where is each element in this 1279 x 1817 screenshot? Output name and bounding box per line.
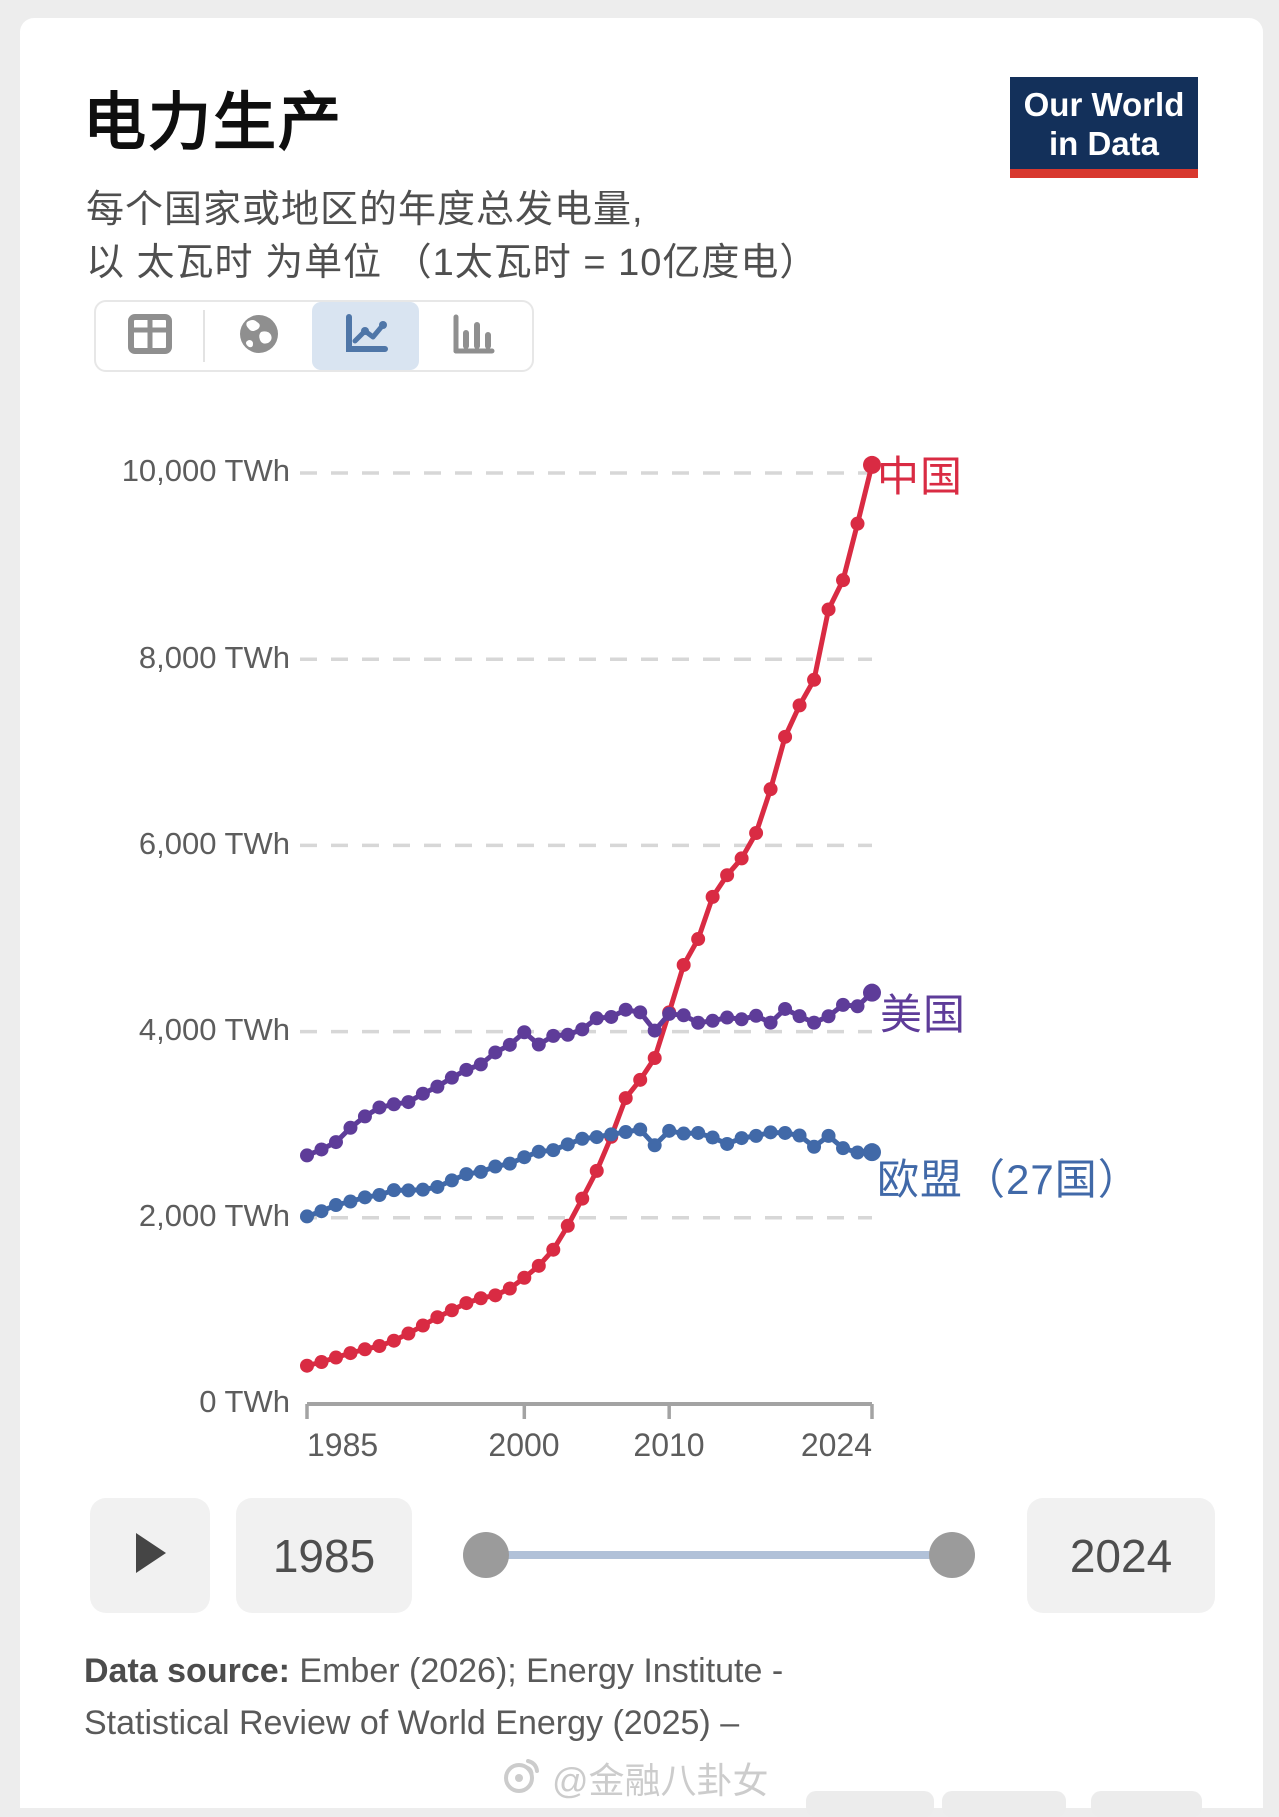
y-tick-10000: 10,000 TWh [121, 453, 290, 488]
tab-bar-chart[interactable] [419, 302, 526, 370]
chart-type-toolbar [94, 300, 534, 372]
owid-logo-text: Our World in Data [1010, 85, 1198, 163]
tab-map[interactable] [205, 302, 312, 370]
timeline-start-year[interactable]: 1985 [236, 1498, 412, 1613]
line-chart-icon [343, 313, 389, 360]
data-source-label: Data source: [84, 1652, 290, 1690]
play-button[interactable] [90, 1498, 210, 1613]
x-tick-1985: 1985 [307, 1427, 379, 1463]
bar-chart-icon [451, 313, 495, 360]
chart-subtitle-line1: 每个国家或地区的年度总发电量, [86, 189, 644, 231]
y-tick-4000: 4,000 TWh [138, 1012, 290, 1047]
watermark-text: @金融八卦女 [552, 1760, 769, 1801]
watermark: @金融八卦女 [500, 1752, 769, 1804]
x-tick-2010: 2010 [633, 1427, 705, 1463]
bottom-pill [942, 1791, 1066, 1817]
tab-table[interactable] [96, 302, 203, 370]
globe-icon [237, 312, 281, 361]
y-tick-6000: 6,000 TWh [138, 826, 290, 861]
timeline-handle-end[interactable] [929, 1532, 975, 1578]
timeline-handle-start[interactable] [463, 1532, 509, 1578]
owid-logo: Our World in Data [1010, 77, 1198, 178]
series-label-usa[interactable]: 美国 [880, 991, 967, 1038]
owid-logo-line1: Our World [1023, 86, 1185, 123]
y-tick-0: 0 TWh [199, 1384, 290, 1419]
owid-logo-red-strip [1010, 169, 1198, 178]
chart-subtitle-line2: 以 太瓦时 为单位 （1太瓦时 = 10亿度电） [86, 242, 819, 284]
page-title: 电力生产 [83, 88, 343, 158]
series-label-china[interactable]: 中国 [877, 453, 964, 500]
table-icon [127, 313, 172, 359]
data-source-line1: Ember (2026); Energy Institute - [289, 1652, 784, 1690]
bottom-pill [1091, 1791, 1202, 1817]
bottom-pill [806, 1791, 934, 1817]
tab-line-chart[interactable] [312, 302, 419, 370]
x-tick-2024: 2024 [800, 1427, 872, 1463]
series-label-eu[interactable]: 欧盟（27国） [877, 1156, 1141, 1203]
toolbar-separator [203, 310, 205, 362]
x-tick-2000: 2000 [488, 1427, 560, 1463]
timeline-end-year[interactable]: 2024 [1027, 1498, 1215, 1613]
timeline-slider-track[interactable] [486, 1551, 952, 1559]
y-tick-2000: 2,000 TWh [138, 1198, 290, 1233]
data-source-line2: Statistical Review of World Energy (2025… [84, 1704, 740, 1742]
owid-logo-line2: in Data [1048, 125, 1160, 162]
y-tick-8000: 8,000 TWh [138, 640, 290, 675]
data-source-note: Data source: Ember (2026); Energy Instit… [84, 1645, 984, 1749]
watermark-logo-icon [500, 1753, 542, 1804]
play-icon [130, 1530, 170, 1581]
